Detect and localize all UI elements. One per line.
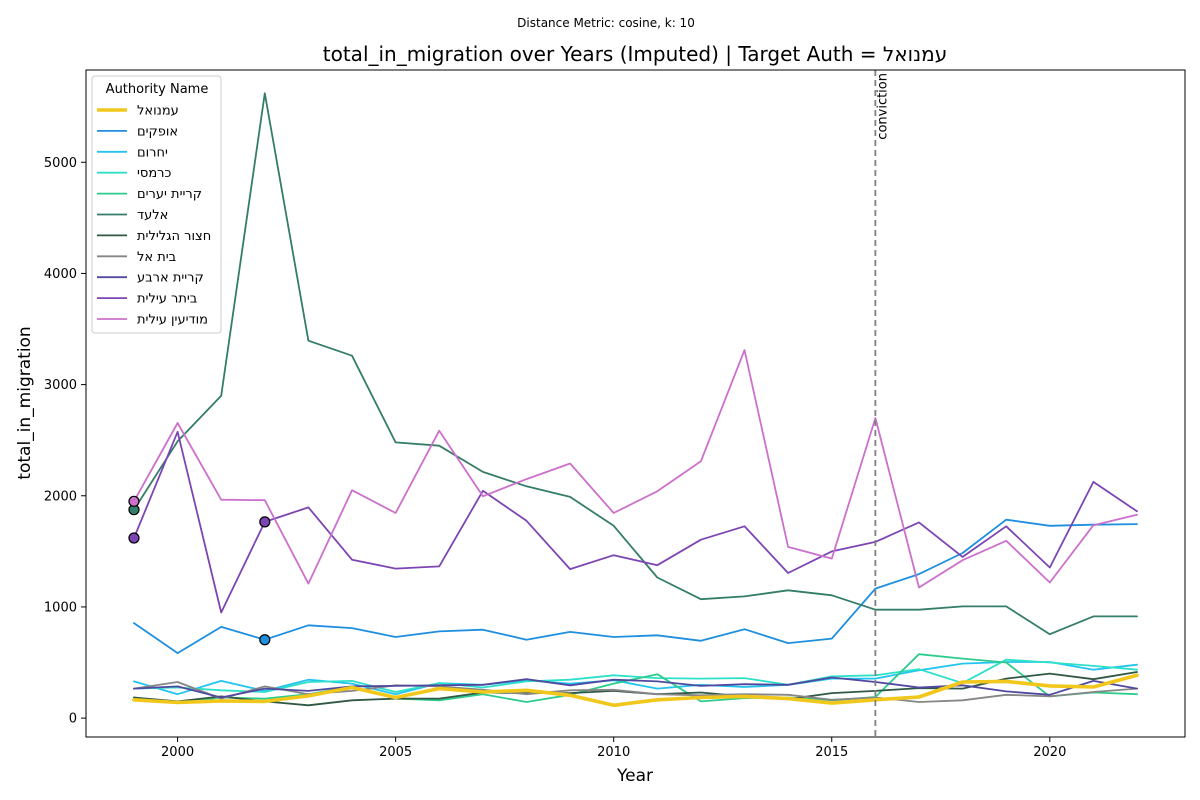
plot-frame [85, 69, 1186, 738]
x-tick-label: 2000 [161, 745, 194, 760]
series-line [133, 518, 1138, 654]
y-axis-label: total_in_migration [15, 326, 35, 479]
imputed-point [128, 532, 140, 544]
legend-label: חצור הגלילית [137, 229, 211, 244]
x-tick-label: 2010 [597, 745, 630, 760]
annotation-layer: conviction [874, 70, 890, 737]
series-line [133, 653, 1138, 704]
y-tick-label: 3000 [44, 378, 77, 393]
series-line [133, 681, 1138, 703]
imputed-point [259, 634, 271, 646]
chart-title: total_in_migration over Years (Imputed) … [323, 42, 947, 66]
y-tick-label: 0 [69, 712, 77, 727]
legend-label: קריית ארבע [137, 271, 204, 286]
legend-label: אלעד [137, 208, 168, 223]
series-layer [132, 92, 1139, 708]
x-axis: 2000 2005 2010 2015 2020 [161, 737, 1066, 760]
x-axis-label: Year [616, 766, 653, 786]
legend-label: כרמסי [137, 166, 172, 181]
legend-label: מודיעין עילית [137, 313, 208, 328]
y-tick-label: 4000 [44, 267, 77, 282]
imputed-point [128, 495, 140, 507]
series-line [133, 661, 1138, 696]
legend-label: בית אל [137, 250, 176, 265]
y-tick-label: 5000 [44, 156, 77, 171]
series-line [133, 430, 1138, 614]
x-tick-label: 2005 [379, 745, 412, 760]
imputed-marker-layer [128, 495, 271, 646]
series-line [133, 676, 1138, 699]
x-tick-label: 2015 [815, 745, 848, 760]
series-line [132, 673, 1139, 708]
series-line [133, 92, 1138, 636]
plot-area [86, 70, 1185, 737]
y-axis: 0 1000 2000 3000 4000 5000 [44, 156, 86, 727]
legend-title: Authority Name [106, 82, 209, 97]
series-line [133, 658, 1138, 693]
x-tick-label: 2020 [1033, 745, 1066, 760]
legend-label: קריית יערים [137, 187, 202, 202]
legend-label: יחרום [137, 145, 168, 160]
legend-entries: עמנואל אופקים יחרום כרמסי קריית יערים אלעד חצו… [97, 104, 211, 328]
y-tick-label: 1000 [44, 600, 77, 615]
legend-label: עמנואל [137, 104, 179, 119]
legend: Authority Name עמנואל אופקים יחרום כרמסי קרי… [91, 75, 222, 334]
legend-label: ביתר עילית [137, 292, 197, 307]
y-tick-label: 2000 [44, 489, 77, 504]
chart-suptitle: Distance Metric: cosine, k: 10 [517, 16, 695, 30]
legend-box [91, 75, 222, 334]
series-line [133, 349, 1138, 589]
imputed-point [259, 516, 271, 528]
annotation-label: conviction [875, 73, 890, 140]
legend-label: אופקים [137, 124, 178, 139]
